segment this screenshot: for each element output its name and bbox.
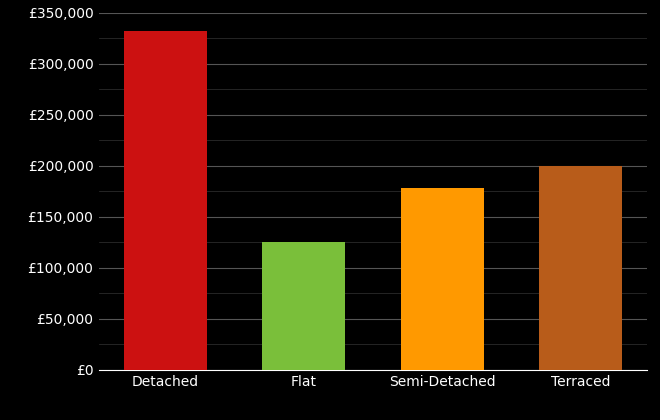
Bar [124,31,207,370]
Bar [262,242,345,370]
Bar [539,165,622,370]
Bar [401,188,484,370]
